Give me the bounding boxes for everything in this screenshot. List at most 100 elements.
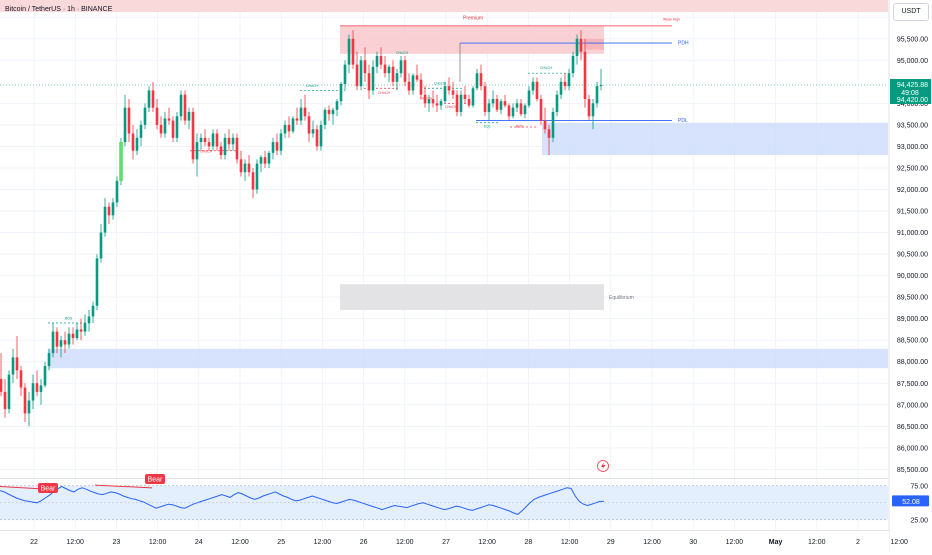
candle-body [555, 94, 559, 112]
candle-body [215, 133, 219, 147]
choch-label: CHoCH [396, 51, 409, 55]
x-tick-label: 12:00 [149, 539, 167, 546]
candle-body [411, 75, 415, 91]
candle-body [379, 55, 383, 65]
candle-body [503, 101, 507, 106]
bear-badge-text: Bear [41, 486, 56, 493]
candle [191, 107, 195, 164]
candle-body [167, 118, 171, 121]
candle [383, 55, 387, 78]
candle [299, 99, 303, 125]
candle-body [383, 64, 387, 74]
y-tick-label: 90,500.00 [897, 252, 928, 259]
candle-body [543, 120, 547, 130]
candle [43, 361, 47, 388]
candle-body [459, 94, 463, 112]
candle-body [551, 111, 555, 138]
candle-body [539, 99, 543, 121]
candle [83, 314, 87, 336]
x-tick-label: 29 [607, 539, 615, 546]
candle [147, 86, 151, 112]
candle [435, 94, 439, 112]
candle [499, 99, 503, 115]
equilibrium-zone [340, 284, 604, 311]
candle [279, 129, 283, 156]
candle [23, 383, 27, 423]
candle [195, 133, 199, 177]
candle-body [367, 73, 371, 91]
candle-body [351, 38, 355, 65]
candle-body [475, 73, 479, 89]
candle-body [147, 90, 151, 108]
choch-label: CHoCH [420, 96, 433, 100]
currency-button[interactable]: USDT [893, 3, 929, 21]
candle-body [155, 107, 159, 125]
candle [403, 55, 407, 87]
rsi-value-label: 52.08 [902, 499, 920, 506]
y-tick-label: 91,500.00 [897, 209, 928, 216]
candle [515, 99, 519, 112]
candle-body [395, 73, 399, 82]
y-tick-label: 88,000.00 [897, 359, 928, 366]
candle [51, 322, 55, 358]
bos-label: BOS [516, 125, 524, 129]
candle [419, 73, 423, 100]
candle [231, 133, 235, 151]
candle [507, 103, 511, 121]
candle [563, 73, 567, 91]
candle-body [115, 180, 119, 203]
countdown-label: 49:08 [901, 90, 919, 97]
x-tick-label: 12:00 [726, 539, 744, 546]
candle [15, 335, 19, 379]
candle [391, 60, 395, 87]
candle [271, 137, 275, 160]
candle-body [23, 387, 27, 414]
y-tick-label: 85,500.00 [897, 467, 928, 474]
rsi-upper-label: 75.00 [910, 483, 928, 490]
candle [3, 378, 7, 418]
candle-body [83, 322, 87, 332]
candle [443, 81, 447, 104]
candle-body [491, 99, 495, 104]
candle [511, 103, 515, 119]
candle [491, 90, 495, 108]
candle [551, 107, 555, 143]
candle-body [443, 86, 447, 102]
candle-body [467, 99, 471, 106]
candle [535, 77, 539, 102]
candle-body [127, 107, 131, 134]
x-tick-label: 22 [30, 539, 38, 546]
candle-body [291, 118, 295, 132]
candle [87, 310, 91, 332]
candle [467, 94, 471, 108]
candle-body [323, 109, 327, 125]
y-tick-label: 89,000.00 [897, 316, 928, 323]
candle [375, 51, 379, 74]
demand-zone-upper [542, 122, 888, 156]
candle-body [455, 94, 459, 112]
candle [111, 198, 115, 220]
candle-body [435, 103, 439, 106]
candle [427, 94, 431, 112]
candle [179, 90, 183, 121]
candle [63, 331, 67, 354]
candle-body [79, 329, 83, 332]
candle-body [243, 163, 247, 173]
candle [455, 90, 459, 117]
candle-body [99, 232, 103, 259]
choch-label: CHoCH [200, 150, 213, 154]
candle-body [235, 137, 239, 160]
candle [99, 223, 103, 263]
candle-body [271, 142, 275, 153]
candle-body [315, 129, 319, 147]
candle-body [583, 51, 587, 100]
eql-label: EQL [484, 125, 491, 129]
x-tick-label: 25 [277, 539, 285, 546]
candle [275, 133, 279, 156]
candle-body [211, 133, 215, 147]
candle [395, 68, 399, 91]
candle-body [451, 90, 455, 95]
candle-body [335, 101, 339, 110]
